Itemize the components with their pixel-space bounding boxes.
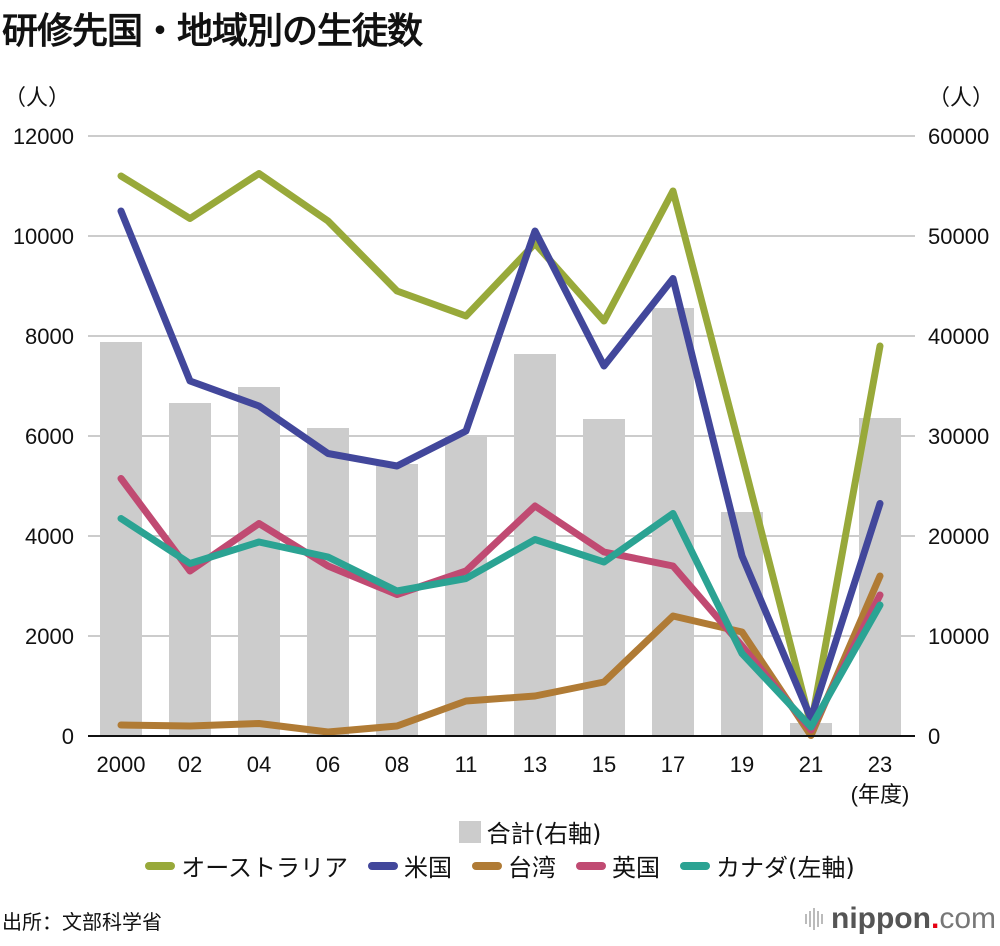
lines-layer (117, 170, 884, 739)
bar-total (100, 342, 142, 736)
x-tick-label: 02 (178, 752, 202, 777)
logo-brand: nippon (831, 902, 931, 935)
y-left-tick-label: 12000 (13, 124, 74, 149)
y-left-tick-label: 6000 (25, 424, 74, 449)
bar-total (238, 387, 280, 736)
legend-item: オーストラリア (145, 848, 348, 883)
legend-swatch (145, 861, 176, 870)
x-tick-label: 04 (247, 752, 271, 777)
legend-item: 台湾 (472, 848, 556, 883)
legend-label: カナダ(左軸) (716, 854, 855, 882)
legend-swatch (576, 861, 607, 870)
y-right-tick-label: 0 (928, 724, 940, 749)
x-tick-label: 08 (385, 752, 409, 777)
y-left-tick-label: 4000 (25, 524, 74, 549)
left-axis-unit: （人） (4, 86, 71, 111)
x-tick-label: 06 (316, 752, 340, 777)
y-right-tick-label: 50000 (928, 224, 989, 249)
x-tick-label: 17 (661, 752, 685, 777)
x-tick-label: 15 (592, 752, 616, 777)
source-note: 出所：文部科学省 (2, 910, 162, 934)
legend-label: 英国 (612, 854, 661, 882)
bar-total (307, 428, 349, 736)
x-tick-label: 2000 (97, 752, 146, 777)
legend-swatch (680, 861, 711, 870)
chart-title: 研修先国・地域別の生徒数 (2, 11, 423, 52)
x-tick-label: 13 (523, 752, 547, 777)
legend-swatch-total (458, 820, 481, 843)
bar-total (445, 436, 487, 736)
logo-suffix: com (939, 902, 996, 935)
x-tick-label: 21 (799, 752, 823, 777)
axes: 0 0 2000 10000 4000 20000 6000 30000 8000 40000 10… (13, 124, 989, 807)
x-tick-label: 19 (730, 752, 754, 777)
legend-bar: 合計(右軸) (0, 814, 1000, 849)
line-series-台湾 (117, 572, 884, 739)
legend-item: カナダ(左軸) (680, 848, 855, 883)
right-axis-unit: （人） (927, 86, 994, 111)
bars-total (100, 308, 901, 736)
y-right-tick-label: 60000 (928, 124, 989, 149)
y-right-tick-label: 10000 (928, 624, 989, 649)
x-axis-label: (年度) (851, 782, 910, 807)
logo-bars-icon (805, 908, 823, 930)
line-series-英国 (117, 475, 884, 734)
line-series-米国 (117, 207, 884, 722)
line-series-カナダ (117, 510, 884, 731)
legend-label: 台湾 (508, 854, 557, 882)
y-right-tick-label: 40000 (928, 324, 989, 349)
legend-swatch (472, 861, 503, 870)
legend-lines: オーストラリア 米国 台湾 英国 カナダ(左軸) (0, 848, 1000, 883)
legend-swatch (368, 861, 399, 870)
line-series-オーストラリア (117, 170, 884, 729)
legend-item: 英国 (576, 848, 660, 883)
nippon-logo: nippon. com (805, 902, 996, 936)
y-right-tick-label: 30000 (928, 424, 989, 449)
y-right-tick-label: 20000 (928, 524, 989, 549)
y-left-tick-label: 2000 (25, 624, 74, 649)
legend-label-total: 合計(右軸) (486, 820, 602, 848)
y-left-tick-label: 8000 (25, 324, 74, 349)
logo-dot: . (930, 902, 940, 935)
x-tick-label: 11 (455, 752, 478, 777)
bar-total (376, 464, 418, 736)
legend-item: 米国 (368, 848, 452, 883)
y-left-tick-label: 0 (62, 724, 74, 749)
y-left-tick-label: 10000 (13, 224, 74, 249)
x-tick-label: 23 (868, 752, 892, 777)
legend-label: オーストラリア (181, 854, 349, 882)
legend-label: 米国 (404, 854, 453, 882)
